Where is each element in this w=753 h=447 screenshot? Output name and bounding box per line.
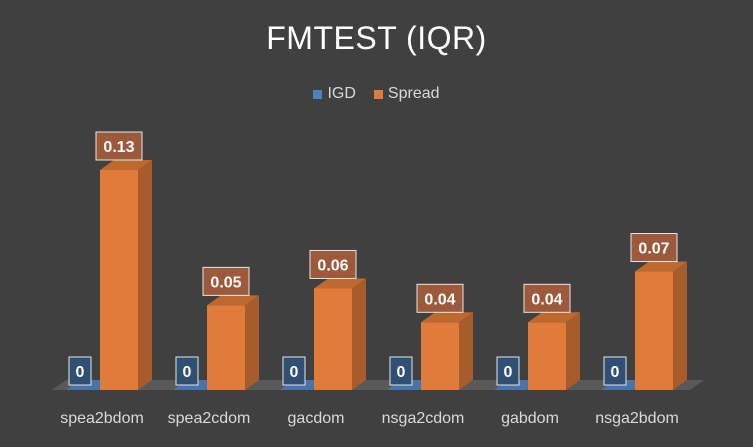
bar-spread-top-nsga2cdom — [421, 312, 473, 323]
data-label-spread-gabdom: 0.04 — [531, 291, 562, 308]
legend: IGD Spread — [0, 85, 753, 103]
data-label-box-igd-gabdom — [496, 356, 520, 386]
bar-spread-nsga2bdom — [635, 271, 673, 390]
legend-entry-igd: IGD — [313, 85, 356, 103]
data-label-igd-nsga2cdom: 0 — [397, 364, 406, 381]
data-label-box-igd-nsga2bdom — [603, 356, 627, 386]
data-label-box-igd-nsga2cdom — [389, 356, 413, 386]
bar-spread-side-spea2cdom — [245, 295, 259, 390]
bar-spread-side-nsga2cdom — [459, 312, 473, 390]
data-label-spread-nsga2bdom: 0.07 — [638, 241, 669, 258]
data-label-box-igd-spea2bdom — [68, 356, 92, 386]
bar-spread-top-spea2cdom — [207, 295, 259, 306]
data-label-box-igd-gacdom — [282, 356, 306, 386]
data-label-box-spread-nsga2bdom — [630, 233, 678, 263]
bar-spread-top-nsga2bdom — [635, 261, 687, 272]
category-label-nsga2bdom: nsga2bdom — [595, 410, 679, 427]
data-label-box-spread-nsga2cdom — [416, 283, 464, 313]
data-label-igd-gacdom: 0 — [290, 364, 299, 381]
category-label-gacdom: gacdom — [288, 410, 345, 427]
data-label-box-spread-gacdom — [309, 249, 357, 279]
data-label-spread-nsga2cdom: 0.04 — [424, 291, 455, 308]
data-label-igd-spea2bdom: 0 — [76, 364, 85, 381]
legend-label-igd: IGD — [327, 85, 356, 102]
category-label-spea2cdom: spea2cdom — [168, 410, 251, 427]
bar-spread-nsga2cdom — [421, 322, 459, 390]
data-label-igd-gabdom: 0 — [504, 364, 513, 381]
legend-swatch-igd — [313, 89, 323, 99]
data-label-box-igd-spea2cdom — [175, 356, 199, 386]
bar-spread-top-gacdom — [314, 278, 366, 289]
bar-spread-side-gabdom — [566, 312, 580, 390]
data-label-spread-gacdom: 0.06 — [317, 257, 348, 274]
data-label-igd-nsga2bdom: 0 — [611, 364, 620, 381]
legend-label-spread: Spread — [387, 85, 440, 102]
bar-spread-gacdom — [314, 288, 352, 390]
bar-spread-spea2cdom — [207, 305, 245, 390]
category-label-nsga2cdom: nsga2cdom — [382, 410, 465, 427]
category-label-spea2bdom: spea2bdom — [60, 410, 144, 427]
category-label-gabdom: gabdom — [501, 410, 559, 427]
data-label-spread-spea2bdom: 0.13 — [103, 139, 134, 156]
data-label-spread-spea2cdom: 0.05 — [210, 274, 241, 291]
data-label-igd-spea2cdom: 0 — [183, 364, 192, 381]
legend-entry-spread: Spread — [373, 85, 440, 103]
bar-spread-top-gabdom — [528, 312, 580, 323]
bar-spread-top-spea2bdom — [100, 160, 152, 170]
bar-spread-spea2bdom — [100, 170, 138, 390]
bar-spread-side-spea2bdom — [138, 160, 152, 390]
data-label-box-spread-gabdom — [523, 283, 571, 313]
legend-swatch-spread — [373, 89, 383, 99]
data-label-box-spread-spea2cdom — [202, 266, 250, 296]
bar-spread-side-nsga2bdom — [673, 261, 687, 390]
chart-title: FMTEST (IQR) — [266, 20, 487, 56]
data-label-box-spread-spea2bdom — [95, 131, 143, 161]
bar-spread-gabdom — [528, 322, 566, 390]
bar-spread-side-gacdom — [352, 278, 366, 390]
